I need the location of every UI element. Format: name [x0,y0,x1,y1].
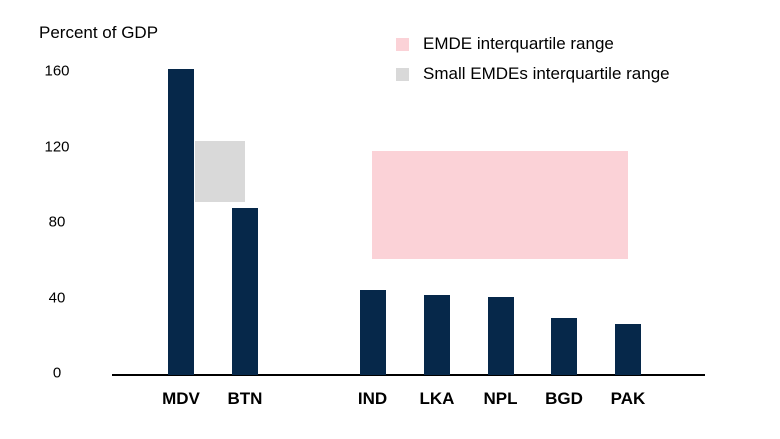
small-emde-range-swatch [396,67,409,81]
bar-npl [487,297,514,375]
y-axis-tick-label-80: 80 [48,213,66,231]
bar-bgd [551,318,577,375]
y-axis-tick-label-120: 120 [44,138,70,155]
emde-interquartile-range-band [372,150,628,260]
bar-btn [232,207,258,375]
y-axis-tick-label-0: 0 [52,364,62,382]
bar-mdv [168,69,194,375]
bar-ind [359,289,386,375]
bar-pak [615,323,641,375]
emde-range-swatch [396,37,409,51]
y-axis-tick-label-160: 160 [44,62,70,80]
small-emde-range-label: Small EMDEs interquartile range [423,64,670,83]
x-axis-label-btn: BTN [227,389,263,408]
bar-lka [424,295,450,375]
x-axis-label-bgd: BGD [545,389,583,408]
x-axis-label-ind: IND [357,389,388,408]
x-axis-label-pak: PAK [610,389,646,408]
x-axis-label-mdv: MDV [162,389,200,408]
y-axis-tick-label-40: 40 [48,289,66,306]
emde-range-label: EMDE interquartile range [423,34,614,53]
legend: EMDE interquartile range Small EMDEs int… [396,29,670,89]
chart-title: Percent of GDP [39,23,159,42]
x-axis-line [112,374,705,376]
legend-item-small-emde-range: Small EMDEs interquartile range [396,59,670,89]
small-emde-interquartile-range-band [195,141,245,203]
legend-item-emde-range: EMDE interquartile range [396,29,670,59]
x-axis-label-lka: LKA [419,389,455,408]
x-axis-label-npl: NPL [483,389,518,408]
